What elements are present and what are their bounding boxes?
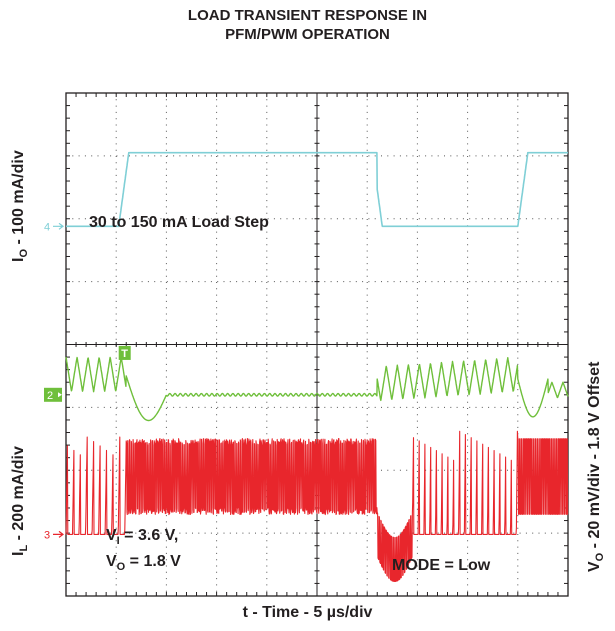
y-axis-label-il: IL - 200 mA/div (10, 446, 30, 556)
chart-title-line-1: LOAD TRANSIENT RESPONSE IN (187, 7, 428, 24)
channel-arrow-2 (58, 392, 62, 398)
annotation-vo: VO = 1.8 V (106, 553, 181, 573)
channel-arrow-3 (53, 530, 64, 538)
trigger-marker: T (121, 348, 128, 360)
trace-vo-output-voltage (65, 356, 569, 422)
y-axis-label-vo: VO - 20 mV/div - 1.8 V Offset (586, 361, 606, 572)
channel-marker-2: 2 (47, 390, 53, 402)
y-axis-label-io: IO - 100 mA/div (10, 150, 30, 262)
annotation-load-step: 30 to 150 mA Load Step (89, 214, 269, 231)
channel-marker-4: 4 (44, 221, 50, 233)
trigger-marker-box (118, 345, 131, 360)
chart-title-line-2: PFM/PWM OPERATION (225, 26, 390, 43)
trace-io-load-current (65, 151, 569, 228)
channel-marker-box-2 (44, 387, 62, 402)
x-axis-label: t - Time - 5 µs/div (242, 604, 373, 621)
trace-il-inductor-current (65, 430, 569, 583)
channel-marker-3: 3 (44, 529, 50, 541)
annotation-mode: MODE = Low (392, 557, 491, 574)
channel-arrow-4 (53, 222, 64, 230)
grid (65, 92, 569, 597)
annotation-vi: VI = 3.6 V, (106, 527, 179, 547)
